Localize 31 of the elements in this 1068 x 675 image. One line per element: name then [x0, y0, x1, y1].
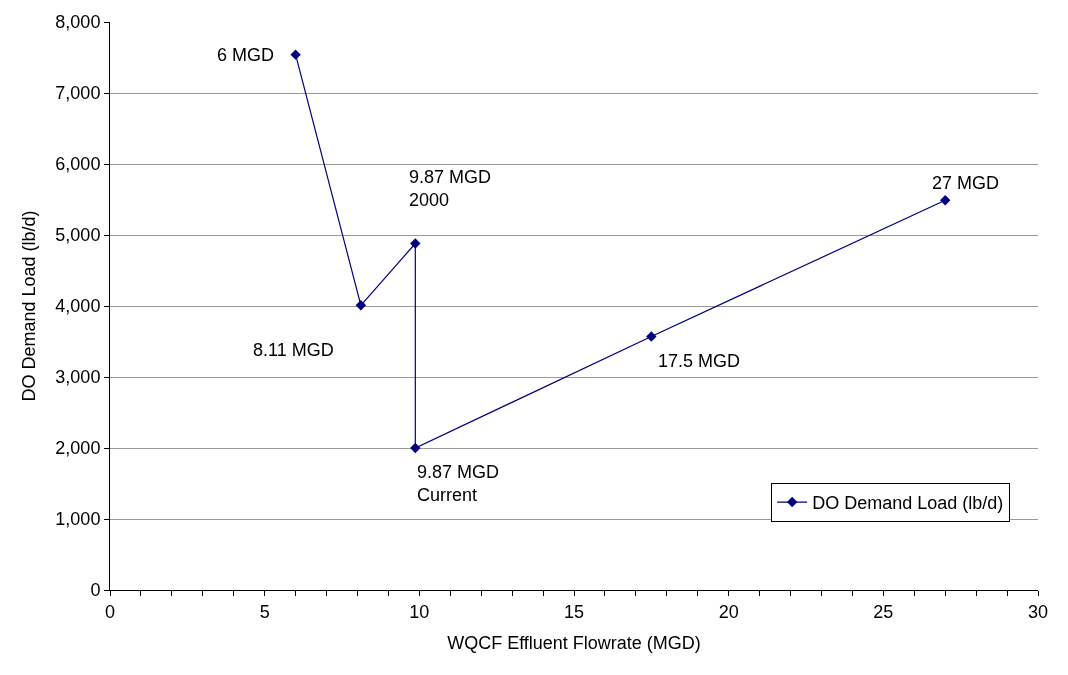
annotation: 6 MGD [217, 45, 275, 65]
x-tick-label: 25 [873, 601, 894, 622]
y-tick-label: 1,000 [55, 509, 101, 530]
point [940, 195, 951, 206]
point [646, 331, 657, 342]
annotation: 8.11 MGD [253, 340, 334, 360]
y-tick-label: 5,000 [55, 225, 101, 246]
y-tick-label: 3,000 [55, 367, 101, 388]
x-tick-label: 5 [259, 601, 270, 622]
x-tick-label: 20 [718, 601, 739, 622]
legend-label: DO Demand Load (lb/d) [812, 493, 1004, 514]
annotation: 9.87 MGD 2000 [409, 167, 492, 211]
x-axis-title: WQCF Effluent Flowrate (MGD) [447, 632, 701, 653]
point [355, 300, 367, 311]
x-tick-label: 0 [104, 601, 116, 622]
y-tick-label: 4,000 [55, 296, 101, 317]
point [290, 49, 301, 60]
x-tick-label: 15 [563, 601, 585, 622]
y-axis-title: DO Demand Load (lb/d) [18, 210, 39, 402]
annotation: 9.87 MGD Current [417, 462, 500, 506]
annotation: 27 MGD [932, 173, 1000, 193]
y-tick-label: 6,000 [55, 154, 101, 175]
y-tick-label: 7,000 [55, 83, 101, 104]
point [410, 238, 421, 249]
y-tick-label: 8,000 [55, 12, 101, 33]
point [410, 442, 421, 454]
x-tick-label: 30 [1027, 601, 1049, 622]
y-tick-label: 0 [90, 580, 101, 601]
x-tick-label: 10 [409, 601, 430, 622]
y-tick-label: 2,000 [55, 438, 101, 459]
annotation: 17.5 MGD [658, 351, 741, 371]
